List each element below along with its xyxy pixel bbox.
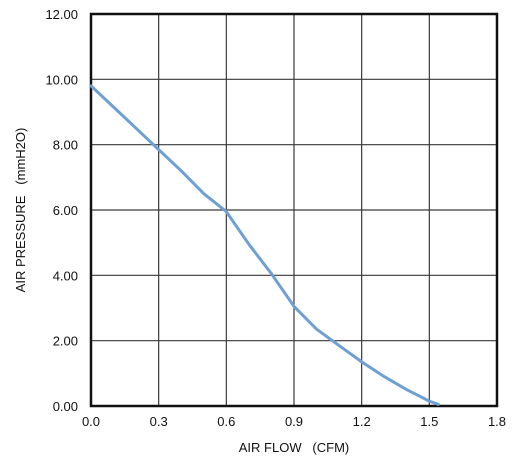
x-tick-label: 0.6 xyxy=(217,414,235,429)
y-tick-label: 8.00 xyxy=(53,138,78,153)
plot-area-border xyxy=(89,12,499,408)
x-tick-label: 0.3 xyxy=(150,414,168,429)
grid-lines xyxy=(91,14,497,406)
y-tick-label: 0.00 xyxy=(53,399,78,414)
y-tick-labels: 0.00 2.00 4.00 6.00 8.00 10.00 12.00 xyxy=(45,7,78,414)
y-axis-title: AIR PRESSURE (mmH2O) xyxy=(13,128,28,293)
y-tick-label: 6.00 xyxy=(53,203,78,218)
y-tick-label: 12.00 xyxy=(45,7,78,22)
x-tick-labels: 0.0 0.3 0.6 0.9 1.2 1.5 1.8 xyxy=(82,414,506,429)
y-tick-label: 2.00 xyxy=(53,334,78,349)
x-tick-label: 1.2 xyxy=(353,414,371,429)
x-tick-label: 1.5 xyxy=(420,414,438,429)
y-tick-label: 4.00 xyxy=(53,268,78,283)
x-tick-label: 0.9 xyxy=(285,414,303,429)
x-tick-label: 0.0 xyxy=(82,414,100,429)
y-tick-label: 10.00 xyxy=(45,72,78,87)
series-line xyxy=(89,84,440,406)
x-axis-title: AIR FLOW (CFM) xyxy=(239,440,350,455)
series-layer xyxy=(89,84,440,406)
x-tick-label: 1.8 xyxy=(488,414,506,429)
